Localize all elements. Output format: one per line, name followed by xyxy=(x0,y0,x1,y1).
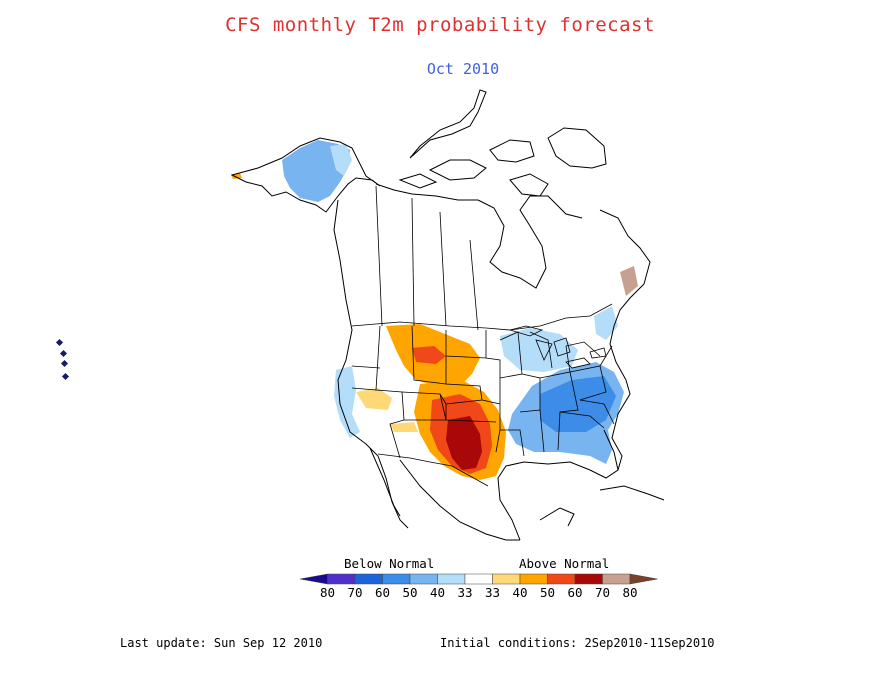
shading-southern-60 xyxy=(446,416,482,470)
shading-alaska-below-light xyxy=(330,144,352,176)
colorbar-segment xyxy=(327,573,356,585)
forecast-month: Oct 2010 xyxy=(426,60,500,78)
colorbar-tick-label: 33 xyxy=(457,585,473,600)
coast-atlantic xyxy=(599,209,651,381)
colorbar-tick-label: 60 xyxy=(374,585,391,600)
colorbar-segment xyxy=(492,573,521,585)
colorbar-tick-label: 70 xyxy=(347,585,363,600)
coast-florida xyxy=(603,429,619,471)
below-normal-label: Below Normal xyxy=(344,556,435,571)
colorbar-segment xyxy=(354,573,383,585)
shading-plains-50 xyxy=(412,346,446,364)
coast-cuba xyxy=(599,485,665,501)
hawaii-islands xyxy=(55,338,70,381)
colorbar-tick-label: 40 xyxy=(429,585,446,600)
last-update-text: Last update: Sun Sep 12 2010 xyxy=(120,636,323,650)
shading-sw-yellow xyxy=(390,422,418,432)
initial-conditions-text: Initial conditions: 2Sep2010-11Sep2010 xyxy=(440,636,715,650)
colorbar-segment xyxy=(409,573,438,585)
shading-westcoast-below xyxy=(334,366,360,438)
colorbar-segment xyxy=(574,573,603,585)
colorbar-tick-label: 50 xyxy=(402,585,418,600)
colorbar-segment xyxy=(629,573,658,585)
colorbar-tick-label: 70 xyxy=(594,585,611,600)
colorbar-tick-label: 80 xyxy=(319,585,336,600)
colorbar-segment xyxy=(300,573,328,585)
colorbar-tick-label: 60 xyxy=(567,585,583,600)
above-normal-label: Above Normal xyxy=(519,556,610,571)
shading-newengland-below xyxy=(594,306,618,340)
coast-yucatan xyxy=(539,507,575,527)
probability-shading xyxy=(231,140,638,480)
coast-arctic xyxy=(375,183,478,201)
border-us-mexico xyxy=(377,453,489,487)
colorbar-segment xyxy=(547,573,576,585)
coast-gulf xyxy=(497,379,631,541)
coastlines xyxy=(230,127,665,541)
shading-ohio-below xyxy=(500,328,578,372)
colorbar-tick-label: 50 xyxy=(539,585,556,600)
colorbar-segment xyxy=(464,573,493,585)
map-title: CFS monthly T2m probability forecast xyxy=(225,14,655,36)
shading-southeast-50 xyxy=(540,376,616,432)
colorbar-tick-label: 40 xyxy=(512,585,528,600)
shading-west-yellow xyxy=(356,388,392,410)
colorbar-segment xyxy=(382,573,411,585)
probability-colorbar xyxy=(300,573,658,585)
coast-greenland xyxy=(547,127,607,169)
coast-hudson xyxy=(477,195,583,289)
coast-alaska xyxy=(230,137,381,213)
colorbar-tick-label: 33 xyxy=(484,585,501,600)
shading-labrador-above xyxy=(620,266,638,296)
colorbar-tick-label: 80 xyxy=(622,585,638,600)
arctic-islands xyxy=(398,89,549,197)
coast-baja xyxy=(369,447,401,517)
colorbar-segment xyxy=(519,573,548,585)
coast-pacific xyxy=(333,199,409,529)
colorbar-segment xyxy=(602,573,631,585)
great-lakes xyxy=(508,325,607,369)
colorbar-segment xyxy=(437,573,466,585)
coast-mexico-west xyxy=(399,459,520,541)
